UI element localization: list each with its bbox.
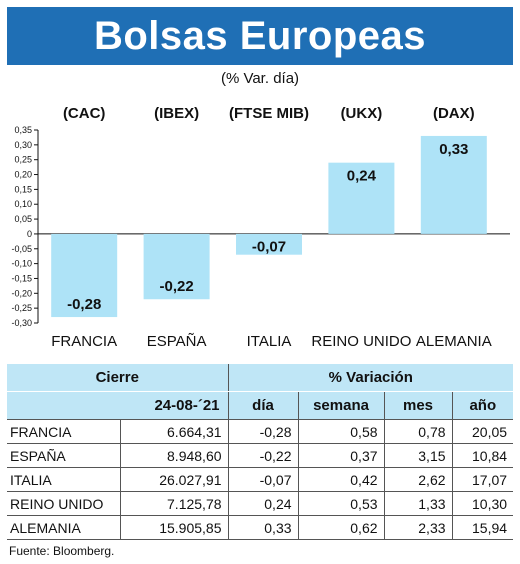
data-label: -0,22 [159,278,193,295]
row-name: ITALIA [7,467,120,492]
row-semana: 0,62 [297,515,385,540]
page-title: Bolsas Europeas [93,13,427,58]
bar [420,135,487,234]
col-dia: día [228,391,299,420]
row-dia: -0,28 [227,419,299,444]
row-cierre: 7.125,78 [119,491,229,516]
row-mes: 0,78 [383,419,453,444]
table-row: REINO UNIDO 7.125,78 0,24 0,53 1,33 10,3… [7,491,514,516]
row-cierre: 6.664,31 [119,419,229,444]
table-row: ITALIA 26.027,91 -0,07 0,42 2,62 17,07 [7,467,514,492]
y-tick-label: 0,35 [14,125,32,135]
y-tick-label: 0 [27,229,32,239]
table-row: ALEMANIA 15.905,85 0,33 0,62 2,33 15,94 [7,515,514,540]
y-tick-label: 0,25 [14,155,32,165]
bar [143,233,210,300]
row-semana: 0,37 [297,443,385,468]
y-tick-label: -0,30 [11,318,32,328]
index-label: (FTSE MIB) [229,105,309,122]
row-semana: 0,58 [297,419,385,444]
category-label: ESPAÑA [147,333,207,350]
header-date: 24-08-´21 [7,391,229,420]
row-name: ALEMANIA [7,515,120,540]
row-dia: -0,07 [227,467,299,492]
category-label: REINO UNIDO [311,333,411,350]
y-tick-label: -0,15 [11,273,32,283]
y-tick-label: 0,15 [14,184,32,194]
data-label: 0,24 [347,168,377,185]
chart-subtitle: (% Var. día) [220,70,300,87]
data-label: -0,28 [67,296,101,313]
row-anio: 17,07 [451,467,514,492]
row-mes: 3,15 [383,443,453,468]
col-mes: mes [383,391,453,420]
bar-chart: (CAC) (IBEX) (FTSE MIB) (UKX) (DAX) 0,35 0,30 0… [11,105,510,350]
bar [51,233,118,318]
header-banner: Bolsas Europeas [7,7,513,65]
row-mes: 2,62 [383,467,453,492]
y-tick-label: 0,30 [14,140,32,150]
row-mes: 2,33 [383,515,453,540]
y-tick-label: -0,25 [11,303,32,313]
index-label: (UKX) [341,105,383,122]
row-anio: 20,05 [451,419,514,444]
row-mes: 1,33 [383,491,453,516]
table-row: FRANCIA 6.664,31 -0,28 0,58 0,78 20,05 [7,419,514,444]
y-tick-label: -0,20 [11,288,32,298]
source-note: Fuente: Bloomberg. [9,544,115,558]
row-anio: 10,84 [451,443,514,468]
row-cierre: 8.948,60 [119,443,229,468]
y-tick-label: -0,10 [11,259,32,269]
row-semana: 0,42 [297,467,385,492]
header-cierre: Cierre [7,364,229,392]
col-anio: año [451,391,514,420]
row-name: ESPAÑA [7,443,120,468]
col-semana: semana [297,391,385,420]
index-label: (DAX) [433,105,475,122]
row-semana: 0,53 [297,491,385,516]
y-tick-label: -0,05 [11,244,32,254]
category-label: ITALIA [247,333,292,350]
data-label: -0,07 [252,239,286,256]
data-label: 0,33 [439,141,468,158]
bar [236,233,302,255]
row-anio: 10,30 [451,491,514,516]
row-dia: 0,24 [227,491,299,516]
index-label: (IBEX) [154,105,199,122]
row-name: REINO UNIDO [7,491,120,516]
row-anio: 15,94 [451,515,514,540]
index-label: (CAC) [63,105,106,122]
category-label: ALEMANIA [416,333,492,350]
row-cierre: 26.027,91 [119,467,229,492]
y-tick-label: 0,10 [14,199,32,209]
y-tick-label: 0,05 [14,214,32,224]
row-dia: 0,33 [227,515,299,540]
row-cierre: 15.905,85 [119,515,229,540]
row-name: FRANCIA [7,419,120,444]
header-variacion: % Variación [228,364,514,392]
row-dia: -0,22 [227,443,299,468]
y-tick-label: 0,20 [14,170,32,180]
table-row: ESPAÑA 8.948,60 -0,22 0,37 3,15 10,84 [7,443,514,468]
bar [328,162,395,234]
category-label: FRANCIA [51,333,117,350]
markets-table: Cierre % Variación 24-08-´21 día semana … [7,364,514,540]
